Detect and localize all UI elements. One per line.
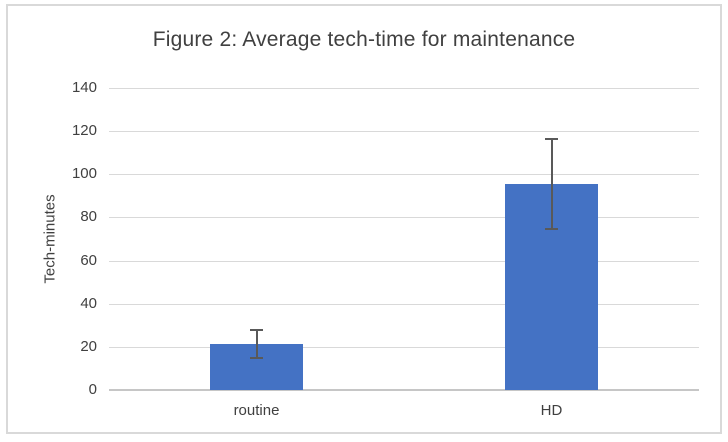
y-tick-label: 80 xyxy=(80,208,97,226)
gridline xyxy=(109,174,699,176)
error-bar-line xyxy=(550,138,553,230)
y-tick-label: 0 xyxy=(88,381,97,398)
y-tick-label: 40 xyxy=(80,294,97,312)
gridline xyxy=(109,131,699,133)
gridline xyxy=(109,260,699,262)
error-bar-line xyxy=(255,329,258,358)
error-bar-cap xyxy=(545,228,558,231)
y-tick-label: 120 xyxy=(71,122,97,140)
gridline xyxy=(109,346,699,348)
plot-area xyxy=(109,88,699,391)
y-tick-label: 60 xyxy=(80,251,97,269)
gridline xyxy=(109,88,699,89)
y-tick-label: 100 xyxy=(71,165,97,183)
y-tick-label: 20 xyxy=(80,337,97,355)
error-bar-cap xyxy=(545,137,558,140)
chart-title: Figure 2: Average tech-time for maintena… xyxy=(152,28,576,51)
x-tick-label-routine: routine xyxy=(233,402,280,419)
y-tick-label: 140 xyxy=(71,79,97,96)
gridline xyxy=(109,303,699,305)
error-bar-cap xyxy=(250,328,263,331)
gridline xyxy=(109,217,699,219)
error-bar-cap xyxy=(250,356,263,359)
x-axis-line xyxy=(109,389,699,391)
x-tick-label-HD: HD xyxy=(540,402,563,419)
